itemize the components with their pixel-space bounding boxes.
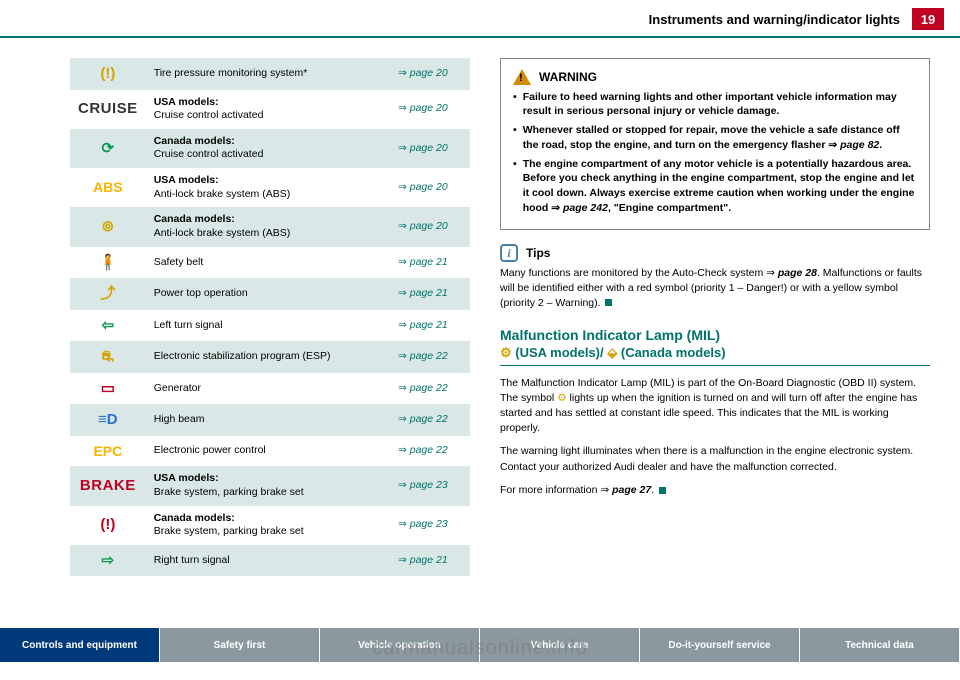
indicator-icon: ⛐	[70, 341, 146, 373]
warning-bullet: •Whenever stalled or stopped for repair,…	[513, 123, 917, 152]
indicator-desc: Left turn signal	[146, 310, 390, 342]
section-rule	[500, 365, 930, 366]
indicator-desc: Electronic stabilization program (ESP)	[146, 341, 390, 373]
indicator-ref: ⇒ page 20	[390, 168, 470, 207]
indicator-icon: (!)	[70, 506, 146, 545]
table-row: CRUISEUSA models:Cruise control activate…	[70, 90, 470, 129]
indicator-desc: Safety belt	[146, 247, 390, 279]
indicator-ref: ⇒ page 20	[390, 90, 470, 129]
indicator-icon: ⤴	[70, 278, 146, 310]
table-row: ABSUSA models:Anti-lock brake system (AB…	[70, 168, 470, 207]
indicator-desc: High beam	[146, 404, 390, 436]
indicator-desc: Right turn signal	[146, 545, 390, 577]
table-row: ▭Generator⇒ page 22	[70, 373, 470, 405]
indicator-ref: ⇒ page 22	[390, 436, 470, 467]
footer-tabs: Controls and equipmentSafety firstVehicl…	[0, 628, 960, 662]
indicator-desc: USA models:Anti-lock brake system (ABS)	[146, 168, 390, 207]
footer-tab[interactable]: Safety first	[160, 628, 320, 662]
mil-paragraph-1: The Malfunction Indicator Lamp (MIL) is …	[500, 376, 930, 437]
warning-box: WARNING •Failure to heed warning lights …	[500, 58, 930, 230]
indicator-desc: USA models:Cruise control activated	[146, 90, 390, 129]
table-row: 🧍Safety belt⇒ page 21	[70, 247, 470, 279]
indicator-ref: ⇒ page 21	[390, 278, 470, 310]
indicator-desc: Generator	[146, 373, 390, 405]
indicator-desc: Canada models:Brake system, parking brak…	[146, 506, 390, 545]
table-row: ⤴Power top operation⇒ page 21	[70, 278, 470, 310]
page-number: 19	[912, 8, 944, 30]
indicator-icon: ⊚	[70, 207, 146, 246]
indicator-ref: ⇒ page 20	[390, 129, 470, 168]
warning-title: WARNING	[539, 69, 597, 86]
indicator-icon: BRAKE	[70, 466, 146, 505]
mil-subtitle: ⚙ (USA models)/ ⬙ (Canada models)	[500, 345, 930, 361]
indicator-desc: Canada models:Anti-lock brake system (AB…	[146, 207, 390, 246]
indicator-icon: ≡D	[70, 404, 146, 436]
table-row: ⟳Canada models:Cruise control activated⇒…	[70, 129, 470, 168]
info-icon: i	[500, 244, 518, 262]
indicator-icon: ⇦	[70, 310, 146, 342]
table-row: ⊚Canada models:Anti-lock brake system (A…	[70, 207, 470, 246]
indicator-ref: ⇒ page 21	[390, 310, 470, 342]
indicator-ref: ⇒ page 23	[390, 466, 470, 505]
indicator-icon: ABS	[70, 168, 146, 207]
tips-title: Tips	[526, 246, 550, 260]
indicator-table-wrap: (!)Tire pressure monitoring system*⇒ pag…	[70, 58, 470, 576]
tips-heading: i Tips	[500, 244, 930, 262]
indicator-ref: ⇒ page 23	[390, 506, 470, 545]
table-row: EPCElectronic power control⇒ page 22	[70, 436, 470, 467]
footer-tab[interactable]: Vehicle operation	[320, 628, 480, 662]
table-row: BRAKEUSA models:Brake system, parking br…	[70, 466, 470, 505]
indicator-ref: ⇒ page 22	[390, 373, 470, 405]
indicator-desc: Tire pressure monitoring system*	[146, 58, 390, 90]
table-row: ⛐Electronic stabilization program (ESP)⇒…	[70, 341, 470, 373]
page-header: Instruments and warning/indicator lights…	[0, 0, 960, 36]
indicator-ref: ⇒ page 20	[390, 207, 470, 246]
mil-paragraph-2: The warning light illuminates when there…	[500, 444, 930, 474]
indicator-ref: ⇒ page 21	[390, 247, 470, 279]
warning-heading: WARNING	[513, 69, 917, 86]
footer-tab[interactable]: Technical data	[800, 628, 960, 662]
indicator-icon: ⟳	[70, 129, 146, 168]
right-column: WARNING •Failure to heed warning lights …	[500, 58, 930, 576]
mil-paragraph-3: For more information ⇒ page 27.	[500, 483, 930, 498]
table-row: ⇨Right turn signal⇒ page 21	[70, 545, 470, 577]
indicator-icon: CRUISE	[70, 90, 146, 129]
indicator-icon: 🧍	[70, 247, 146, 279]
warning-triangle-icon	[513, 69, 531, 85]
tips-body: Many functions are monitored by the Auto…	[500, 266, 930, 310]
indicator-ref: ⇒ page 20	[390, 58, 470, 90]
indicator-ref: ⇒ page 22	[390, 341, 470, 373]
indicator-icon: (!)	[70, 58, 146, 90]
indicator-desc: USA models:Brake system, parking brake s…	[146, 466, 390, 505]
content: (!)Tire pressure monitoring system*⇒ pag…	[0, 38, 960, 586]
warning-bullet: •The engine compartment of any motor veh…	[513, 157, 917, 216]
table-row: ≡DHigh beam⇒ page 22	[70, 404, 470, 436]
table-row: (!)Canada models:Brake system, parking b…	[70, 506, 470, 545]
indicator-icon: ⇨	[70, 545, 146, 577]
indicator-table: (!)Tire pressure monitoring system*⇒ pag…	[70, 58, 470, 576]
footer-tab[interactable]: Do-it-yourself service	[640, 628, 800, 662]
table-row: (!)Tire pressure monitoring system*⇒ pag…	[70, 58, 470, 90]
table-row: ⇦Left turn signal⇒ page 21	[70, 310, 470, 342]
warning-bullet: •Failure to heed warning lights and othe…	[513, 90, 917, 119]
header-title: Instruments and warning/indicator lights	[16, 12, 912, 27]
indicator-desc: Electronic power control	[146, 436, 390, 467]
mil-title: Malfunction Indicator Lamp (MIL)	[500, 326, 930, 344]
indicator-desc: Power top operation	[146, 278, 390, 310]
footer-tab[interactable]: Controls and equipment	[0, 628, 160, 662]
indicator-desc: Canada models:Cruise control activated	[146, 129, 390, 168]
indicator-icon: EPC	[70, 436, 146, 467]
footer-tab[interactable]: Vehicle care	[480, 628, 640, 662]
indicator-ref: ⇒ page 21	[390, 545, 470, 577]
indicator-ref: ⇒ page 22	[390, 404, 470, 436]
indicator-icon: ▭	[70, 373, 146, 405]
